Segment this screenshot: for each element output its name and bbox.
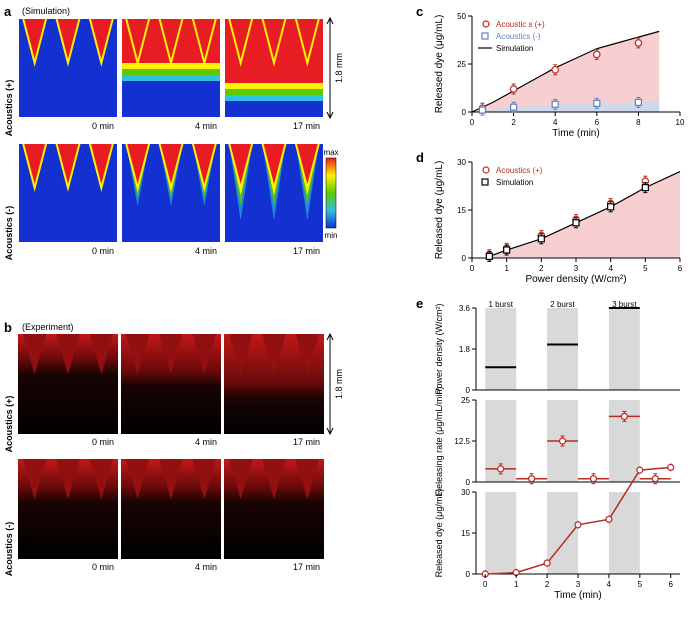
svg-text:1: 1 bbox=[514, 580, 519, 589]
svg-text:Simulation: Simulation bbox=[496, 44, 533, 53]
svg-text:10: 10 bbox=[676, 118, 685, 127]
svg-text:0: 0 bbox=[470, 264, 475, 273]
svg-text:Simulation: Simulation bbox=[496, 178, 533, 187]
svg-text:25: 25 bbox=[457, 60, 466, 69]
svg-text:Power density (W/cm²): Power density (W/cm²) bbox=[434, 303, 444, 394]
panel-c: 0 2 4 6 8 10 0 25 50 Time (min) Released dye (μg/m… bbox=[430, 10, 688, 140]
panel-a: 0 min4 min17 min0 min4 min17 minAcoustic… bbox=[18, 18, 369, 264]
panel-d: 0 1 2 3 4 5 6 0 15 30 Power density (W/cm²) Release… bbox=[430, 156, 688, 286]
panel-b: 0 min4 min17 min0 min4 min17 minAcoustic… bbox=[18, 334, 369, 580]
svg-text:0 min: 0 min bbox=[92, 562, 114, 572]
svg-text:17 min: 17 min bbox=[293, 246, 320, 256]
panel-e: 1 burst2 burst3 burst01.83.6Power densit… bbox=[430, 302, 688, 608]
panel-a-subtitle: (Simulation) bbox=[22, 6, 70, 16]
svg-text:4 min: 4 min bbox=[195, 562, 217, 572]
svg-text:Acoustics (+): Acoustics (+) bbox=[4, 396, 14, 453]
svg-text:0: 0 bbox=[483, 580, 488, 589]
svg-text:Acoustics (-): Acoustics (-) bbox=[4, 522, 14, 577]
panel-e-label: e bbox=[416, 296, 423, 311]
svg-text:17 min: 17 min bbox=[293, 121, 320, 131]
panel-d-label: d bbox=[416, 150, 424, 165]
panel-a-label: a bbox=[4, 4, 11, 19]
svg-text:Acoustics (+): Acoustics (+) bbox=[496, 166, 543, 175]
svg-text:1 burst: 1 burst bbox=[488, 300, 513, 309]
svg-text:4: 4 bbox=[607, 580, 612, 589]
svg-text:5: 5 bbox=[643, 264, 648, 273]
svg-text:Acoustic s (+): Acoustic s (+) bbox=[496, 20, 545, 29]
panel-c-label: c bbox=[416, 4, 423, 19]
svg-text:Acoustics (-): Acoustics (-) bbox=[496, 32, 541, 41]
svg-text:Releasing rate (μg/mL/min): Releasing rate (μg/mL/min) bbox=[434, 387, 444, 496]
svg-text:4: 4 bbox=[553, 118, 558, 127]
svg-text:Time (min): Time (min) bbox=[554, 590, 601, 601]
svg-text:0: 0 bbox=[462, 254, 467, 263]
svg-text:2: 2 bbox=[545, 580, 550, 589]
svg-text:1: 1 bbox=[504, 264, 509, 273]
svg-text:1.8: 1.8 bbox=[459, 345, 471, 354]
svg-text:0: 0 bbox=[470, 118, 475, 127]
svg-text:3: 3 bbox=[576, 580, 581, 589]
svg-text:0 min: 0 min bbox=[92, 437, 114, 447]
panel-b-label: b bbox=[4, 320, 12, 335]
svg-text:17 min: 17 min bbox=[293, 562, 320, 572]
svg-text:Acoustics (-): Acoustics (-) bbox=[4, 206, 14, 261]
svg-text:12.5: 12.5 bbox=[454, 437, 470, 446]
svg-text:0: 0 bbox=[466, 478, 471, 487]
svg-text:max: max bbox=[323, 148, 338, 157]
svg-text:Time (min): Time (min) bbox=[552, 128, 599, 139]
svg-text:2: 2 bbox=[511, 118, 516, 127]
svg-text:5: 5 bbox=[638, 580, 643, 589]
svg-text:2 burst: 2 burst bbox=[550, 300, 575, 309]
svg-text:30: 30 bbox=[457, 158, 466, 167]
svg-text:6: 6 bbox=[595, 118, 600, 127]
svg-text:4 min: 4 min bbox=[195, 246, 217, 256]
svg-text:3: 3 bbox=[574, 264, 579, 273]
svg-text:8: 8 bbox=[636, 118, 641, 127]
svg-text:6: 6 bbox=[678, 264, 683, 273]
svg-text:1.8 mm: 1.8 mm bbox=[334, 369, 344, 399]
svg-text:4 min: 4 min bbox=[195, 437, 217, 447]
svg-text:4 min: 4 min bbox=[195, 121, 217, 131]
svg-text:min: min bbox=[325, 231, 338, 240]
svg-text:Power density (W/cm²): Power density (W/cm²) bbox=[525, 274, 626, 285]
panel-b-subtitle: (Experiment) bbox=[22, 322, 74, 332]
svg-text:0: 0 bbox=[466, 570, 471, 579]
svg-text:Released dye (μg/mL): Released dye (μg/mL) bbox=[434, 161, 445, 260]
svg-text:0: 0 bbox=[466, 386, 471, 395]
svg-text:0 min: 0 min bbox=[92, 121, 114, 131]
svg-text:15: 15 bbox=[461, 529, 470, 538]
svg-text:3.6: 3.6 bbox=[459, 304, 471, 313]
svg-text:25: 25 bbox=[461, 396, 470, 405]
svg-text:17 min: 17 min bbox=[293, 437, 320, 447]
svg-text:6: 6 bbox=[669, 580, 674, 589]
svg-text:4: 4 bbox=[608, 264, 613, 273]
svg-text:2: 2 bbox=[539, 264, 544, 273]
svg-text:1.8 mm: 1.8 mm bbox=[334, 53, 344, 83]
svg-text:Released dye (μg/mL): Released dye (μg/mL) bbox=[434, 489, 444, 578]
svg-text:30: 30 bbox=[461, 488, 470, 497]
svg-text:50: 50 bbox=[457, 12, 466, 21]
svg-text:0: 0 bbox=[462, 108, 467, 117]
svg-text:0 min: 0 min bbox=[92, 246, 114, 256]
svg-text:Released dye (μg/mL): Released dye (μg/mL) bbox=[434, 15, 445, 114]
svg-text:Acoustics (+): Acoustics (+) bbox=[4, 80, 14, 137]
svg-text:15: 15 bbox=[457, 206, 466, 215]
